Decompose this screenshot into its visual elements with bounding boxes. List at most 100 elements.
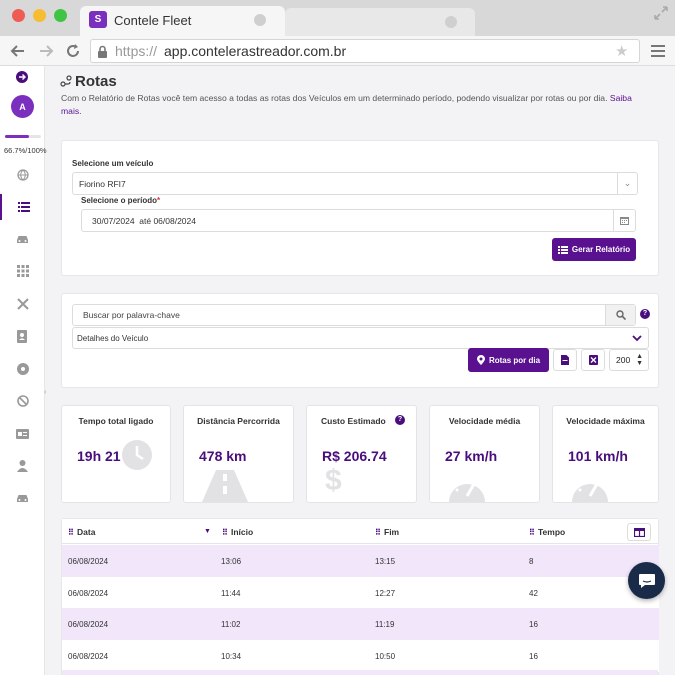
browser-tab-new[interactable] (285, 8, 475, 36)
browser-tab-active[interactable]: S Contele Fleet (80, 6, 285, 36)
stat-card-total-time: Tempo total ligado 19h 21 (61, 405, 171, 503)
stat-value: 101 km/h (568, 448, 628, 464)
cell-inicio: 10:34 (221, 652, 242, 661)
sidebar-item-map[interactable] (0, 162, 45, 188)
period-input[interactable]: 30/07/2024 até 06/08/2024 (81, 209, 636, 232)
routes-per-day-label: Rotas por dia (488, 355, 541, 365)
cell-inicio: 11:02 (221, 620, 241, 629)
description-text: Com o Relatório de Rotas você tem acesso… (61, 93, 608, 103)
columns-toggle-button[interactable] (627, 523, 651, 541)
drag-handle-icon[interactable]: ⠿ (529, 528, 535, 537)
sidebar-item-records[interactable] (0, 356, 45, 382)
minimize-window-icon[interactable] (33, 9, 46, 22)
chat-button[interactable] (628, 562, 665, 599)
expand-sidebar-icon[interactable] (16, 71, 28, 83)
excel-file-icon (588, 355, 598, 365)
page-size-select[interactable]: 200 ▲ ▼ (609, 349, 649, 371)
column-header-fim[interactable]: Fim (384, 527, 400, 537)
drag-handle-icon[interactable]: ⠿ (375, 528, 381, 537)
page-size-value: 200 (616, 355, 631, 365)
globe-icon (16, 169, 29, 181)
browser-menu-icon[interactable] (651, 44, 665, 58)
stat-title: Velocidade média (448, 416, 521, 426)
close-window-icon[interactable] (12, 9, 25, 22)
column-header-inicio[interactable]: Início (231, 527, 254, 537)
export-excel-button[interactable] (581, 349, 605, 371)
dollar-icon: $ (325, 464, 342, 497)
column-header-tempo[interactable]: Tempo (538, 527, 566, 537)
search-input[interactable]: Buscar por palavra-chave (72, 304, 636, 326)
table-row-partial (62, 670, 658, 675)
collapse-handle-icon[interactable]: ‹ (44, 389, 47, 396)
calendar-icon[interactable] (613, 210, 635, 231)
avatar[interactable]: A (11, 95, 34, 118)
tab-close-icon[interactable] (445, 16, 457, 28)
sidebar-item-grid[interactable] (0, 258, 45, 284)
vehicle-value: Fiorino RFI7 (79, 178, 126, 189)
maximize-window-icon[interactable] (54, 9, 67, 22)
sidebar-item-vehicles[interactable] (0, 226, 45, 252)
table-row[interactable]: 06/08/2024 11:02 11:19 16 (62, 608, 659, 640)
drag-handle-icon[interactable]: ⠿ (68, 528, 74, 537)
stat-value: 19h 21 (77, 448, 121, 464)
sort-desc-icon[interactable]: ▼ (204, 528, 211, 535)
address-book-icon (17, 329, 27, 343)
back-arrow-icon[interactable] (10, 43, 26, 59)
sidebar-item-users[interactable] (0, 453, 45, 479)
period-value: 30/07/2024 até 06/08/2024 (92, 215, 196, 226)
stat-card-cost: Custo Estimado ? $ R$ 206.74 (306, 405, 417, 503)
tab-close-icon[interactable] (254, 14, 266, 26)
chat-bubble-icon (638, 573, 655, 588)
table-header (62, 519, 658, 544)
vehicle-select[interactable]: Fiorino RFI7 ⌄ (72, 172, 638, 195)
sidebar-item-blocked[interactable] (0, 388, 45, 414)
search-icon[interactable] (605, 305, 635, 325)
details-select-value: Detalhes do Veículo (77, 333, 149, 343)
sidebar: A 66.7%/100% ‹ (0, 66, 47, 675)
column-header-data[interactable]: Data (77, 527, 96, 537)
stat-title: Velocidade máxima (566, 416, 645, 426)
sidebar-item-cards[interactable] (0, 421, 45, 447)
vehicle-label: Selecione um veículo (72, 159, 154, 168)
cell-inicio: 11:44 (221, 589, 241, 598)
sidebar-item-tools[interactable] (0, 291, 45, 317)
list-icon (17, 202, 30, 212)
car-icon (17, 495, 28, 502)
usage-progress-fill (5, 135, 29, 138)
stat-title: Custo Estimado (321, 416, 386, 426)
bookmark-star-icon[interactable]: ★ (615, 43, 629, 60)
sidebar-item-contacts[interactable] (0, 323, 45, 349)
expand-icon[interactable] (652, 4, 670, 22)
table-row[interactable]: 06/08/2024 11:44 12:27 42 (62, 577, 659, 609)
export-pdf-button[interactable] (553, 349, 577, 371)
road-icon (202, 470, 248, 502)
disc-icon (16, 363, 29, 375)
generate-report-button[interactable]: Gerar Relatório (552, 238, 636, 261)
stat-value: 478 km (199, 448, 247, 464)
chevron-down-icon[interactable]: ⌄ (617, 173, 637, 194)
learn-more-link[interactable]: Saiba mais. (61, 93, 632, 116)
cell-data: 06/08/2024 (68, 620, 109, 629)
table-row[interactable]: 06/08/2024 13:06 13:15 8 (62, 545, 659, 577)
help-icon[interactable]: ? (395, 415, 405, 425)
routes-per-day-button[interactable]: Rotas por dia (468, 348, 549, 372)
period-label-text: Selecione o período (81, 196, 158, 205)
usage-progress-bar (5, 135, 41, 138)
help-icon[interactable]: ? (640, 309, 650, 319)
drag-handle-icon[interactable]: ⠿ (222, 528, 228, 537)
table-row[interactable]: 06/08/2024 10:34 10:50 16 (62, 640, 659, 672)
sidebar-item-rotas[interactable] (0, 194, 45, 220)
route-icon (60, 75, 72, 87)
cell-fim: 13:15 (375, 557, 396, 566)
stat-value: R$ 206.74 (322, 448, 387, 464)
chevron-down-icon[interactable] (632, 335, 642, 342)
details-select[interactable]: Detalhes do Veículo (72, 327, 649, 349)
cell-tempo: 16 (529, 652, 538, 661)
stat-title: Distância Percorrida (197, 416, 280, 426)
cell-fim: 12:27 (375, 589, 396, 598)
reload-icon[interactable] (65, 43, 81, 59)
address-bar[interactable]: https:// app.contelerastreador.com.br ★ (90, 39, 640, 63)
sidebar-item-fleet[interactable] (0, 485, 45, 511)
forward-arrow-icon[interactable] (38, 43, 54, 59)
ban-icon (16, 395, 29, 407)
